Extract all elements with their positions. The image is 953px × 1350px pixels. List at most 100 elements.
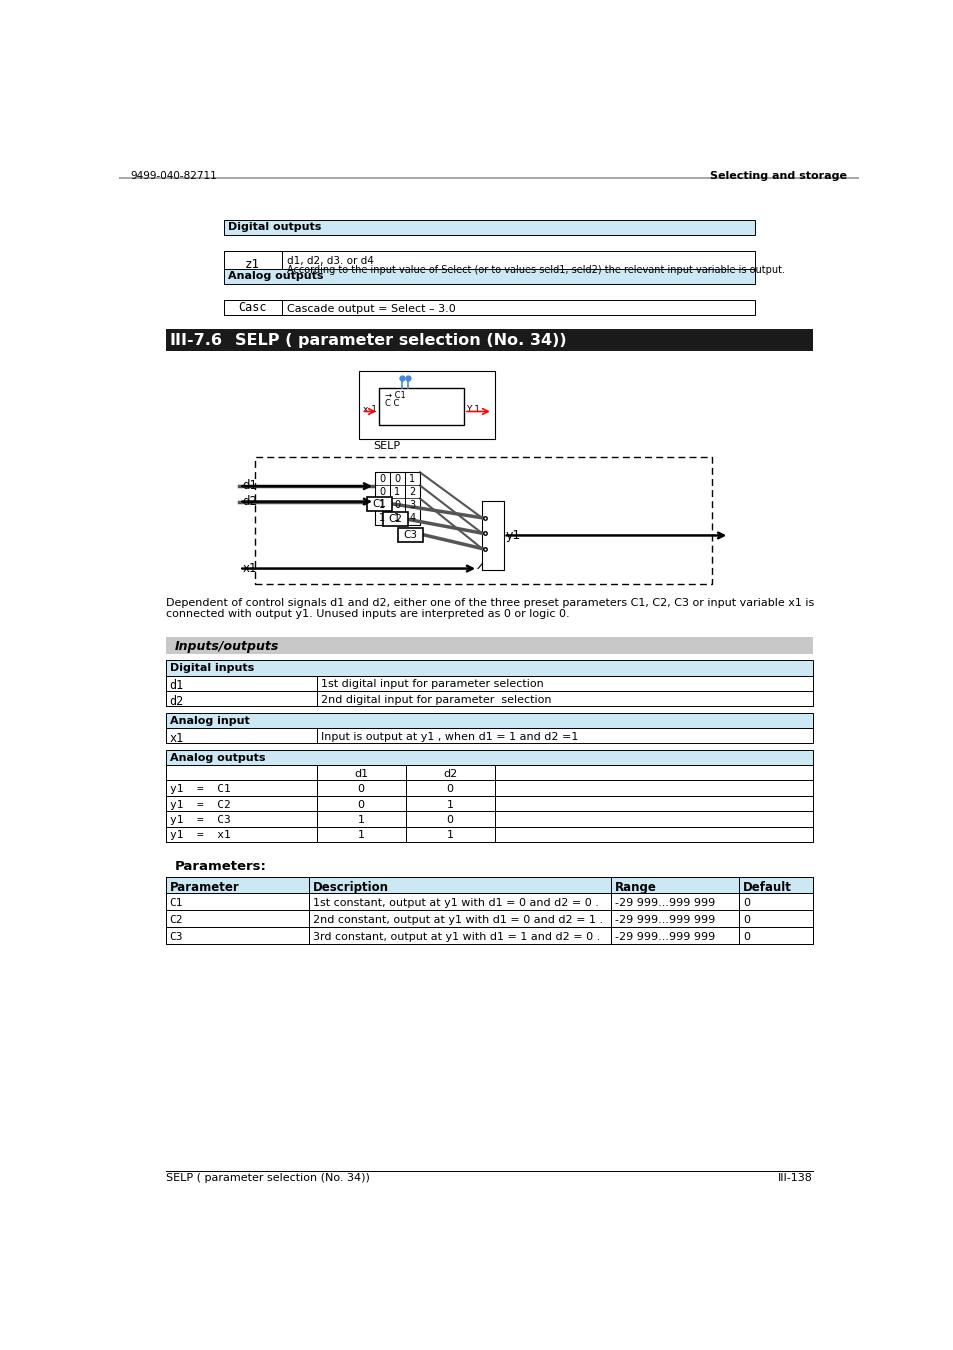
Bar — [309, 926, 611, 944]
Text: 1: 1 — [446, 830, 454, 840]
Bar — [119, 177, 858, 180]
Text: -29 999...999 999: -29 999...999 999 — [615, 898, 715, 909]
Bar — [224, 300, 282, 316]
Text: Y 1: Y 1 — [465, 405, 479, 414]
Text: III-138: III-138 — [778, 1173, 812, 1183]
Text: SELP ( parameter selection (No. 34)): SELP ( parameter selection (No. 34)) — [166, 1173, 369, 1183]
Bar — [316, 780, 406, 795]
Text: d1: d1 — [242, 479, 257, 493]
Bar — [611, 892, 739, 910]
Text: 0: 0 — [357, 784, 364, 794]
Bar — [739, 892, 812, 910]
Bar — [397, 528, 422, 541]
Text: C1: C1 — [373, 500, 386, 509]
Text: Analog outputs: Analog outputs — [170, 752, 265, 763]
Text: 4: 4 — [409, 513, 416, 524]
Text: d1: d1 — [170, 679, 184, 693]
Text: Parameter: Parameter — [170, 882, 239, 894]
Bar — [406, 780, 495, 795]
Bar — [166, 892, 812, 910]
Text: 1: 1 — [357, 815, 364, 825]
Text: Inputs/outputs: Inputs/outputs — [174, 640, 279, 653]
Text: 0: 0 — [742, 898, 749, 909]
Text: Selecting and storage: Selecting and storage — [709, 171, 846, 181]
Bar — [224, 251, 754, 278]
Text: 0: 0 — [394, 474, 400, 483]
Bar — [166, 780, 316, 795]
Bar — [739, 878, 812, 892]
Text: C2: C2 — [170, 915, 183, 925]
Text: 0: 0 — [379, 474, 385, 483]
Bar — [739, 926, 812, 944]
Text: d1: d1 — [354, 768, 368, 779]
Text: x 1: x 1 — [363, 405, 377, 414]
Bar — [367, 497, 392, 510]
Bar — [224, 220, 754, 235]
Bar — [166, 713, 812, 728]
Bar — [406, 765, 495, 780]
Bar — [166, 691, 812, 706]
Text: d2: d2 — [170, 695, 184, 707]
Bar — [224, 269, 754, 285]
Text: III-7.6: III-7.6 — [170, 333, 222, 348]
Text: 3: 3 — [409, 500, 416, 510]
Bar — [316, 811, 406, 826]
Bar — [316, 795, 406, 811]
Bar — [309, 878, 611, 892]
Bar — [166, 765, 812, 780]
Bar — [166, 910, 309, 926]
Text: Parameters:: Parameters: — [174, 860, 267, 872]
Bar — [611, 926, 739, 944]
Text: 3rd constant, output at y1 with d1 = 1 and d2 = 0 .: 3rd constant, output at y1 with d1 = 1 a… — [313, 931, 599, 942]
Bar — [166, 691, 316, 706]
Bar — [166, 795, 316, 811]
Bar — [166, 926, 309, 944]
Bar — [611, 910, 739, 926]
Text: 0: 0 — [394, 500, 400, 510]
Bar — [166, 795, 812, 811]
Text: connected with output y1. Unused inputs are interpreted as 0 or logic 0.: connected with output y1. Unused inputs … — [166, 609, 569, 618]
Bar — [316, 765, 406, 780]
Bar — [166, 675, 316, 691]
Text: 1: 1 — [379, 500, 385, 510]
Text: C3: C3 — [403, 529, 417, 540]
Bar — [406, 811, 495, 826]
Bar — [166, 660, 812, 675]
Text: Dependent of control signals d1 and d2, either one of the three preset parameter: Dependent of control signals d1 and d2, … — [166, 598, 813, 608]
Text: 9499-040-82711: 9499-040-82711 — [131, 171, 217, 181]
Text: 1: 1 — [394, 513, 400, 524]
Text: d2: d2 — [442, 768, 456, 779]
Text: Casc: Casc — [238, 301, 267, 315]
Text: y1  =  C2: y1 = C2 — [170, 799, 230, 810]
Text: Default: Default — [742, 882, 791, 894]
Text: According to the input value of Select (or to values seld1, seld2) the relevant : According to the input value of Select (… — [286, 265, 783, 275]
Bar — [166, 749, 812, 765]
Text: y1  =  C1: y1 = C1 — [170, 784, 230, 794]
Text: Analog outputs: Analog outputs — [228, 271, 323, 281]
Text: y1: y1 — [505, 529, 520, 543]
Bar — [166, 728, 316, 744]
Bar — [166, 910, 812, 926]
Text: C1: C1 — [170, 898, 183, 909]
Bar — [481, 501, 503, 570]
Text: Analog input: Analog input — [170, 716, 249, 726]
Bar — [359, 371, 495, 439]
Bar — [739, 910, 812, 926]
Text: SELP ( parameter selection (No. 34)): SELP ( parameter selection (No. 34)) — [235, 333, 566, 348]
Bar — [375, 472, 419, 525]
Text: 0: 0 — [357, 799, 364, 810]
Text: 2nd digital input for parameter  selection: 2nd digital input for parameter selectio… — [320, 695, 551, 705]
Bar — [378, 389, 464, 425]
Text: y1  =  C3: y1 = C3 — [170, 815, 230, 825]
Text: 0: 0 — [742, 931, 749, 942]
Text: -29 999...999 999: -29 999...999 999 — [615, 931, 715, 942]
Bar — [166, 765, 316, 780]
Text: → C1: → C1 — [385, 392, 405, 401]
Bar — [224, 251, 282, 278]
Text: z1: z1 — [245, 258, 260, 271]
Text: 0: 0 — [446, 784, 454, 794]
Bar — [166, 878, 309, 892]
Text: 0: 0 — [379, 487, 385, 497]
Text: C2: C2 — [388, 514, 402, 524]
Bar — [166, 728, 812, 744]
